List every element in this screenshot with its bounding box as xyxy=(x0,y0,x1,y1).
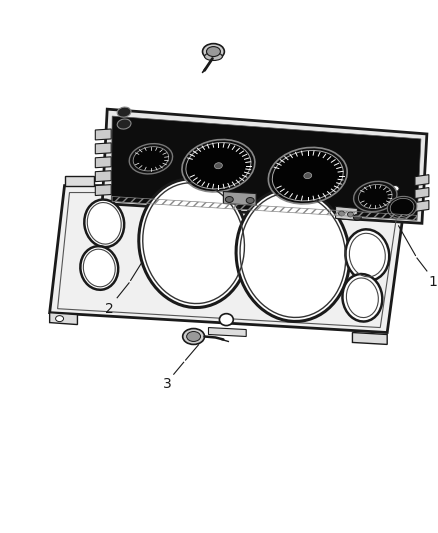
Polygon shape xyxy=(415,175,429,185)
Polygon shape xyxy=(372,183,407,193)
Ellipse shape xyxy=(359,184,392,208)
Ellipse shape xyxy=(129,143,173,174)
Ellipse shape xyxy=(339,211,345,216)
Polygon shape xyxy=(95,143,111,154)
Ellipse shape xyxy=(117,119,131,129)
Polygon shape xyxy=(336,206,357,220)
Ellipse shape xyxy=(202,44,224,60)
Polygon shape xyxy=(49,185,407,333)
Ellipse shape xyxy=(346,229,389,281)
Polygon shape xyxy=(223,191,256,205)
Polygon shape xyxy=(415,188,429,198)
Ellipse shape xyxy=(304,173,312,179)
Polygon shape xyxy=(415,200,429,212)
Ellipse shape xyxy=(117,107,131,117)
Ellipse shape xyxy=(219,313,233,326)
Ellipse shape xyxy=(183,328,205,344)
Ellipse shape xyxy=(56,316,64,321)
Polygon shape xyxy=(102,109,427,223)
Ellipse shape xyxy=(187,332,201,342)
Ellipse shape xyxy=(353,214,361,220)
Text: 2: 2 xyxy=(106,302,114,316)
Ellipse shape xyxy=(268,148,347,204)
Ellipse shape xyxy=(378,185,386,191)
Ellipse shape xyxy=(391,185,399,191)
Ellipse shape xyxy=(186,142,251,189)
Polygon shape xyxy=(49,313,78,325)
Ellipse shape xyxy=(80,246,118,290)
Ellipse shape xyxy=(236,189,350,321)
Ellipse shape xyxy=(182,140,255,192)
Ellipse shape xyxy=(133,147,169,171)
Ellipse shape xyxy=(215,163,223,169)
Ellipse shape xyxy=(206,46,220,56)
Ellipse shape xyxy=(390,198,414,216)
Polygon shape xyxy=(95,157,111,168)
Ellipse shape xyxy=(205,53,223,61)
Polygon shape xyxy=(208,328,246,336)
Polygon shape xyxy=(111,116,421,220)
Polygon shape xyxy=(95,129,111,140)
Ellipse shape xyxy=(343,274,382,321)
Text: 1: 1 xyxy=(429,275,438,289)
Polygon shape xyxy=(95,184,111,196)
Ellipse shape xyxy=(139,179,248,308)
Ellipse shape xyxy=(226,197,233,203)
Polygon shape xyxy=(95,171,111,182)
Ellipse shape xyxy=(347,212,353,217)
Ellipse shape xyxy=(84,199,124,247)
Ellipse shape xyxy=(246,198,254,204)
Text: 3: 3 xyxy=(163,377,172,391)
Ellipse shape xyxy=(272,150,343,201)
Ellipse shape xyxy=(387,196,417,219)
Polygon shape xyxy=(64,176,94,185)
Ellipse shape xyxy=(353,181,397,212)
Polygon shape xyxy=(353,333,387,344)
